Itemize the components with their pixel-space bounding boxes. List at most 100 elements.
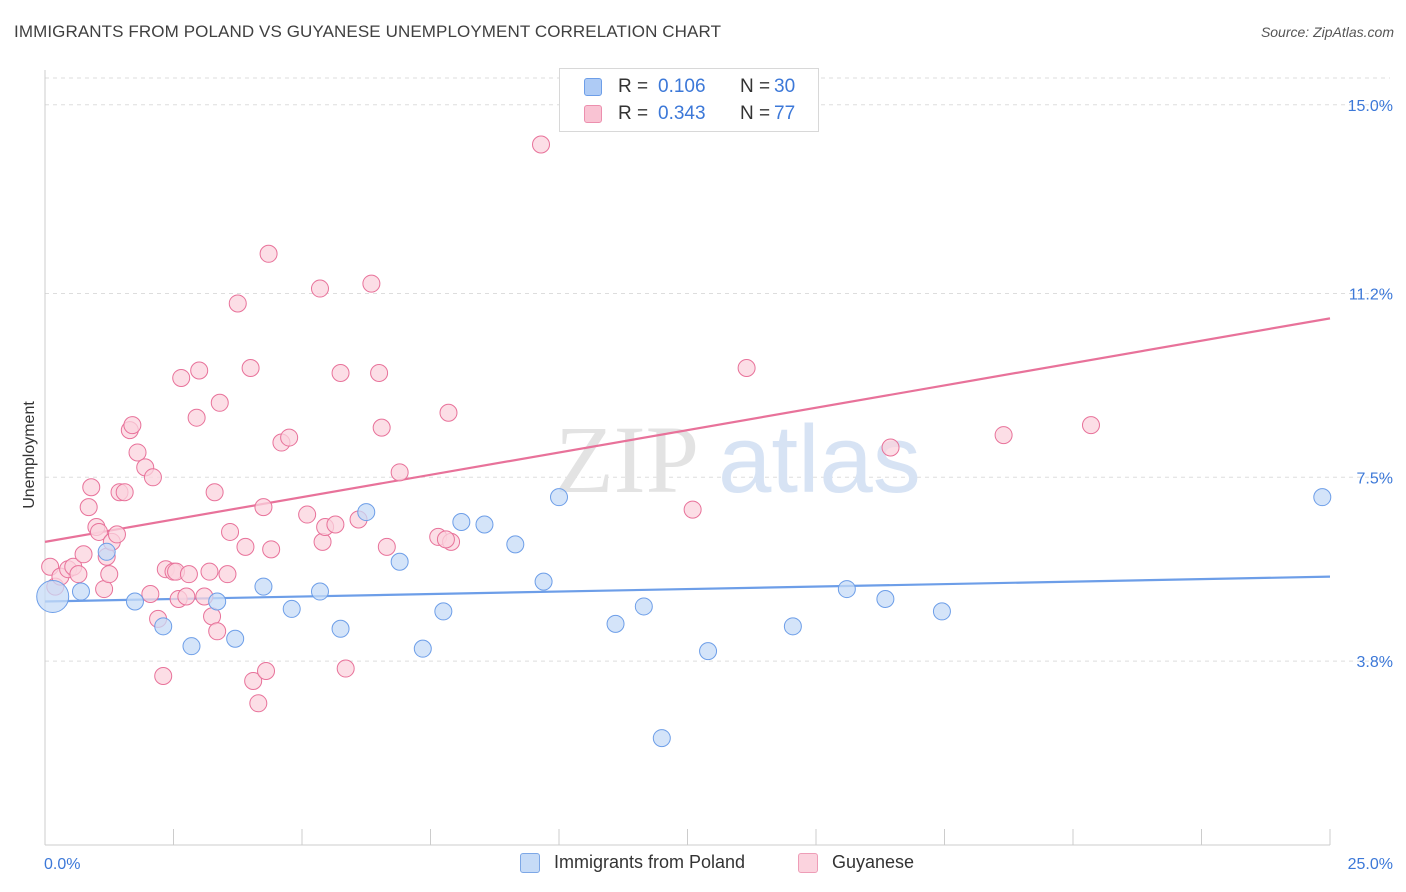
data-point (226, 629, 245, 648)
legend-swatch-poland (520, 852, 540, 873)
y-tick-label: 15.0% (1348, 98, 1393, 115)
legend-item-guyanese[interactable]: Guyanese (798, 852, 914, 873)
data-point (282, 599, 301, 618)
chart-title: IMMIGRANTS FROM POLAND VS GUYANESE UNEMP… (14, 22, 722, 41)
data-point (254, 577, 273, 596)
legend-n-label: N = (740, 76, 771, 97)
correlation-legend: R = 0.106 N = 30 R = 0.343 N = 77 (559, 68, 819, 132)
data-point (71, 582, 90, 601)
tick-labels: 3.8% 7.5% 11.2% 15.0% 0.0% 25.0% (44, 98, 1393, 873)
watermark-zip: ZIP (555, 406, 699, 513)
data-point (370, 363, 389, 382)
data-point (208, 592, 227, 611)
data-point (357, 503, 376, 522)
data-point (218, 565, 237, 584)
data-point (737, 359, 756, 378)
data-point (377, 537, 396, 556)
data-point (241, 359, 260, 378)
data-point (125, 592, 144, 611)
y-tick-label: 11.2% (1349, 287, 1393, 304)
data-point (89, 522, 108, 541)
data-point (390, 552, 409, 571)
data-point (249, 694, 268, 713)
data-point (259, 244, 278, 263)
legend-n-label: N = (740, 103, 771, 124)
data-point (154, 666, 173, 685)
data-point (313, 532, 332, 551)
data-point (190, 361, 209, 380)
data-point (123, 416, 142, 435)
legend-r-value: 0.343 (658, 103, 706, 124)
data-point (298, 505, 317, 524)
legend-n-value: 30 (774, 76, 796, 97)
data-point (115, 483, 134, 502)
data-point (390, 463, 409, 482)
data-point (107, 525, 126, 544)
data-point (372, 418, 391, 437)
legend-r-label: R = (618, 76, 649, 97)
data-point (439, 403, 458, 422)
data-point (210, 393, 229, 412)
data-point (143, 468, 162, 487)
data-point (783, 617, 802, 636)
data-point (221, 522, 240, 541)
data-point (228, 294, 247, 313)
data-point (413, 639, 432, 658)
data-point (280, 428, 299, 447)
data-point (97, 542, 116, 561)
data-point (434, 602, 453, 621)
y-tick-label: 3.8% (1357, 654, 1393, 671)
data-point (683, 500, 702, 519)
legend-row-poland: R = 0.106 N = 30 (584, 74, 795, 100)
data-point (331, 619, 350, 638)
legend-item-poland[interactable]: Immigrants from Poland (520, 852, 745, 873)
trend-line (44, 575, 1331, 603)
data-point (1313, 488, 1332, 507)
data-point (200, 562, 219, 581)
data-point (257, 662, 276, 681)
data-point (336, 659, 355, 678)
data-point (606, 614, 625, 633)
y-axis-label: Unemployment (21, 401, 38, 509)
data-point (532, 135, 551, 154)
legend-swatch-poland (584, 78, 602, 96)
data-point (244, 671, 263, 690)
data-point (699, 642, 718, 661)
data-point (208, 622, 227, 641)
data-point (262, 540, 281, 559)
data-point (154, 617, 173, 636)
data-point (452, 513, 471, 532)
data-point (182, 637, 201, 656)
data-point (506, 535, 525, 554)
data-point (177, 587, 196, 606)
data-point (79, 498, 98, 517)
data-point (362, 274, 381, 293)
data-point (141, 585, 160, 604)
axes (44, 70, 1331, 846)
data-point (550, 488, 568, 507)
data-point (128, 443, 147, 462)
data-point (36, 580, 70, 614)
data-point (652, 729, 671, 748)
data-point (634, 597, 653, 616)
data-point (326, 515, 345, 534)
data-point (74, 545, 93, 564)
data-point (534, 572, 553, 591)
source-credit: Source: ZipAtlas.com (1260, 24, 1394, 40)
data-point (1081, 416, 1100, 435)
watermark: ZIP atlas (555, 406, 921, 513)
data-point (187, 408, 206, 427)
legend-label-guyanese: Guyanese (832, 852, 915, 872)
legend-swatch-guyanese (584, 105, 602, 123)
y-tick-label: 7.5% (1357, 470, 1393, 487)
legend-n-value: 77 (774, 103, 796, 124)
data-point (310, 279, 329, 298)
data-point (236, 537, 255, 556)
data-point (837, 580, 856, 599)
data-point (331, 363, 350, 382)
data-point (994, 426, 1013, 445)
data-point (475, 515, 494, 534)
legend-swatch-guyanese (798, 852, 818, 873)
x-tick-label: 0.0% (44, 856, 80, 873)
